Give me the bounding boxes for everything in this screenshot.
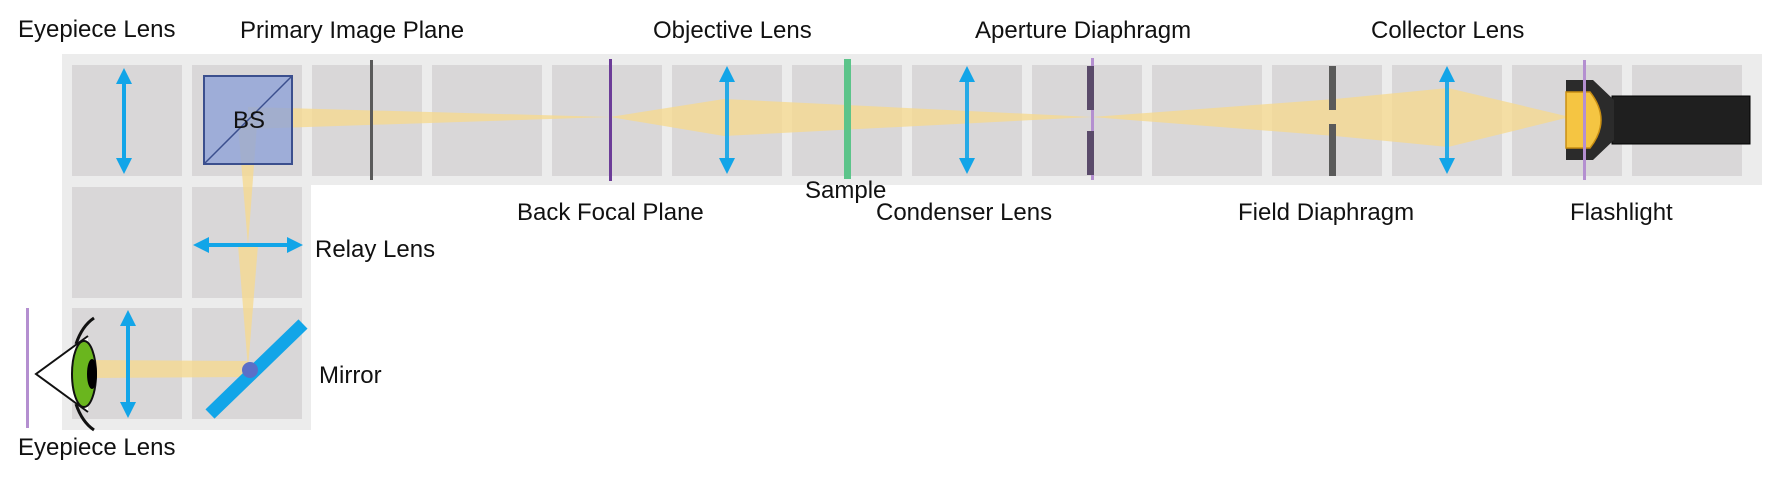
label-mirror: Mirror [319,362,382,389]
label-eyepiece-lens-bottom: Eyepiece Lens [18,434,175,461]
component-labels: Eyepiece Lens Primary Image Plane Object… [18,16,1673,461]
beam-splitter-label: BS [233,107,265,134]
eye-icon [26,308,97,432]
aperture-diaphragm [1087,58,1094,180]
label-sample: Sample [805,177,886,204]
label-primary-image-plane: Primary Image Plane [240,17,464,44]
primary-image-plane-marker [370,60,373,180]
label-relay-lens: Relay Lens [315,236,435,263]
eyepiece-lens-top-arrow [116,68,132,174]
label-flashlight: Flashlight [1570,199,1673,226]
grid-cell [72,187,182,298]
field-diaphragm [1329,66,1336,176]
back-focal-plane-marker [609,59,612,181]
label-objective-lens: Objective Lens [653,17,812,44]
label-back-focal-plane: Back Focal Plane [517,199,704,226]
mirror [205,319,308,419]
label-aperture-diaphragm: Aperture Diaphragm [975,17,1191,44]
label-eyepiece-lens-top: Eyepiece Lens [18,16,175,43]
label-collector-lens: Collector Lens [1371,17,1524,44]
label-condenser-lens: Condenser Lens [876,199,1052,226]
flashlight-icon [1565,60,1751,180]
collector-lens-arrow [1439,66,1455,174]
objective-lens-arrow [719,66,735,174]
eyepiece-lens-bottom-arrow [120,310,136,418]
sample-slide [844,59,851,179]
beam-splitter: BS [203,75,293,165]
relay-lens-arrow [193,237,303,253]
label-field-diaphragm: Field Diaphragm [1238,199,1414,226]
condenser-lens-arrow [959,66,975,174]
